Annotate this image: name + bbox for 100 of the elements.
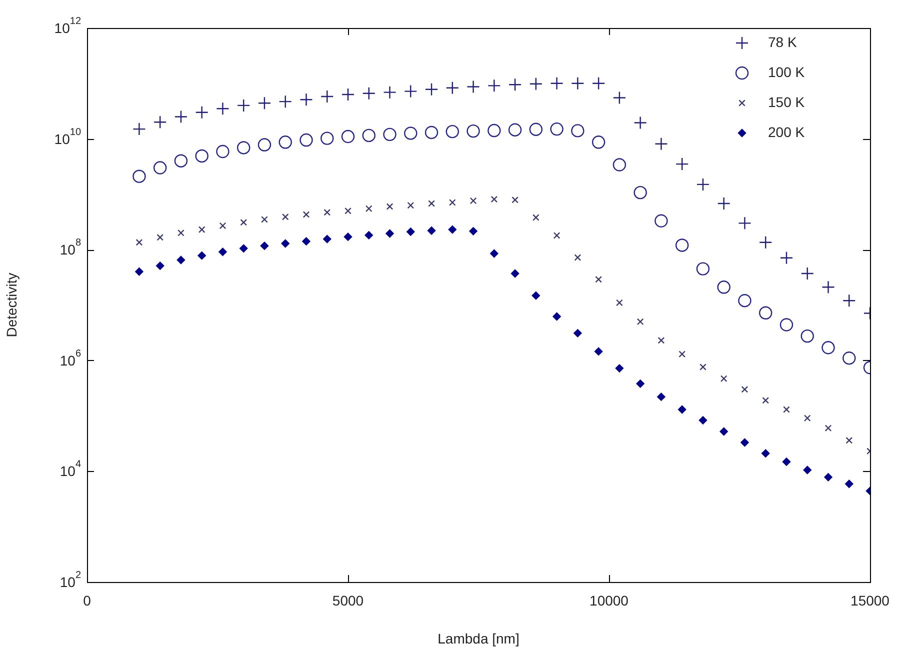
point <box>469 227 478 236</box>
point <box>657 392 666 401</box>
point <box>386 229 394 238</box>
point <box>762 396 770 404</box>
point <box>824 424 832 432</box>
point <box>654 214 668 228</box>
point <box>759 236 772 249</box>
point <box>717 196 730 210</box>
point <box>216 102 230 116</box>
point <box>553 232 560 239</box>
point <box>407 202 414 209</box>
point <box>178 229 184 236</box>
legend-label: 100 K <box>768 64 806 80</box>
point <box>258 138 272 152</box>
point <box>300 133 313 147</box>
point <box>720 427 728 436</box>
point <box>216 144 230 158</box>
point <box>594 347 603 356</box>
point <box>404 84 418 98</box>
point <box>198 251 206 260</box>
point <box>174 154 188 168</box>
point <box>532 291 540 300</box>
point <box>490 249 498 258</box>
point <box>512 196 518 204</box>
point <box>571 124 584 138</box>
point <box>324 208 331 216</box>
point <box>383 86 396 99</box>
point <box>508 123 522 136</box>
point <box>592 76 606 90</box>
point <box>135 268 144 276</box>
point <box>424 82 438 96</box>
point <box>508 78 522 92</box>
point <box>302 211 310 218</box>
point <box>532 214 540 221</box>
point <box>365 205 372 212</box>
point <box>198 226 206 233</box>
point <box>132 170 146 183</box>
point <box>446 81 459 94</box>
x-tick-label: 0 <box>83 592 92 608</box>
point <box>803 466 812 474</box>
point <box>386 203 394 210</box>
point <box>320 90 334 104</box>
point <box>446 124 459 138</box>
point <box>428 200 435 207</box>
point <box>237 98 250 112</box>
point <box>470 197 477 204</box>
point <box>783 406 790 413</box>
x-tick-label: 5000 <box>332 592 364 608</box>
point <box>654 137 668 150</box>
point <box>260 242 269 250</box>
point <box>698 416 708 424</box>
point <box>240 218 248 226</box>
point <box>678 350 686 358</box>
point <box>362 86 376 100</box>
point <box>466 80 480 94</box>
point <box>696 262 710 276</box>
point <box>341 130 355 144</box>
point <box>741 386 748 393</box>
point <box>153 161 167 174</box>
point <box>780 251 794 264</box>
point <box>740 438 749 447</box>
point <box>261 216 268 223</box>
point <box>219 222 226 230</box>
point <box>574 254 582 261</box>
point <box>780 318 794 332</box>
point <box>153 116 167 129</box>
point <box>341 88 355 102</box>
point <box>678 405 686 414</box>
point <box>529 122 543 136</box>
point <box>636 318 644 326</box>
point <box>782 458 791 466</box>
point <box>612 91 626 104</box>
point <box>156 262 164 270</box>
point <box>300 93 313 106</box>
point <box>448 225 456 234</box>
point <box>634 186 647 200</box>
point <box>490 196 498 203</box>
point <box>634 116 647 130</box>
point <box>406 228 415 236</box>
point <box>136 238 143 246</box>
point <box>488 79 501 92</box>
point <box>615 364 624 372</box>
point <box>218 248 227 256</box>
point <box>132 122 146 136</box>
point <box>846 436 853 444</box>
point <box>550 122 564 136</box>
point <box>842 352 856 365</box>
point <box>176 256 186 264</box>
point <box>636 380 644 388</box>
point <box>552 312 561 321</box>
point <box>595 276 602 283</box>
point <box>658 336 665 344</box>
point <box>320 132 334 145</box>
point <box>675 238 689 252</box>
x-axis-title: Lambda [nm] <box>438 630 520 646</box>
point <box>510 269 520 278</box>
point <box>258 96 272 110</box>
point <box>278 94 292 108</box>
point <box>427 226 436 235</box>
point <box>717 280 730 294</box>
